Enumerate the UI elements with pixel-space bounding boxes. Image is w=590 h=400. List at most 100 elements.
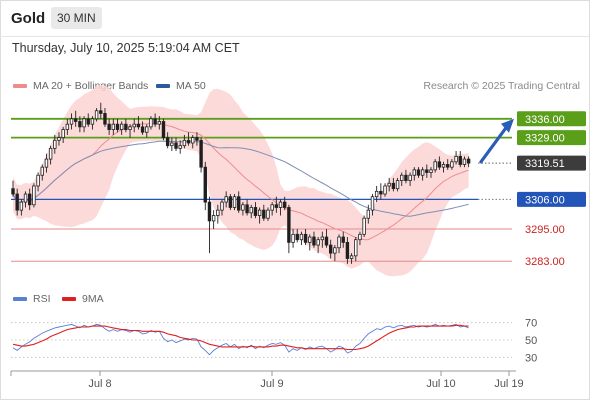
candle	[115, 118, 120, 133]
candle	[337, 234, 341, 254]
candle	[182, 134, 187, 149]
candle-body	[15, 193, 19, 211]
candle-body	[308, 236, 312, 243]
candle	[11, 180, 15, 197]
candle	[32, 183, 36, 208]
candle	[291, 228, 295, 248]
candle	[128, 124, 132, 138]
resistance-label-0: 3336.00	[525, 114, 565, 126]
candle-body	[282, 201, 287, 208]
candle-body	[44, 158, 49, 168]
candle-body	[370, 196, 375, 211]
candle	[341, 231, 345, 248]
candle-body	[107, 123, 111, 130]
forecast-arrow-head	[501, 118, 514, 133]
candle-body	[358, 233, 362, 241]
candle	[253, 202, 258, 219]
candle-body	[203, 166, 207, 203]
candle	[78, 116, 82, 133]
candle-body	[299, 233, 304, 241]
candle-body	[395, 180, 400, 190]
candle-body	[103, 113, 107, 125]
candle-body	[115, 123, 120, 130]
candle	[328, 239, 333, 259]
candle	[94, 108, 99, 122]
candle-body	[65, 123, 70, 130]
candle	[416, 167, 421, 178]
candle-body	[119, 123, 124, 130]
candle-body	[253, 207, 258, 216]
chart-datetime: Thursday, July 10, 2025 5:19:04 AM CET	[12, 41, 240, 55]
pivot-label: 3306.00	[525, 194, 565, 206]
candle-body	[316, 239, 320, 246]
candle	[466, 156, 471, 168]
candle	[446, 159, 450, 170]
candle	[429, 167, 433, 178]
candle	[36, 172, 40, 192]
candle	[249, 204, 253, 219]
x-tick-label: Jul 8	[88, 378, 111, 390]
candle	[420, 167, 425, 181]
candle	[274, 196, 279, 213]
legend-9ma: 9MA	[62, 293, 104, 305]
candle-body	[349, 255, 354, 259]
candle-body	[36, 174, 40, 187]
candle	[53, 134, 57, 154]
candle-body	[295, 233, 299, 241]
candle	[161, 118, 166, 141]
top-bar: Gold 30 MIN	[0, 0, 590, 37]
candle	[278, 199, 283, 216]
candle	[40, 164, 44, 181]
candle-body	[366, 209, 370, 219]
candle-body	[312, 236, 316, 246]
candle-body	[74, 118, 78, 122]
legend-ma50-label: MA 50	[176, 80, 206, 92]
candle	[157, 116, 161, 130]
x-tick-label: Jul 19	[494, 378, 523, 390]
candle	[107, 118, 111, 135]
candle	[366, 204, 370, 224]
candle	[433, 159, 437, 173]
candle	[262, 204, 266, 221]
candle	[308, 234, 312, 251]
candle	[400, 172, 404, 186]
moving-averages-layer	[12, 122, 469, 241]
candle	[395, 177, 400, 192]
candle	[199, 137, 203, 173]
candle-body	[379, 190, 383, 195]
candle-body	[454, 156, 458, 163]
candle-body	[462, 158, 467, 165]
candle-body	[61, 129, 65, 139]
candle-body	[90, 118, 95, 125]
candle-body	[99, 110, 103, 114]
candle-body	[32, 185, 36, 206]
candle-body	[374, 190, 379, 198]
candle-body	[23, 193, 28, 203]
candle-body	[111, 123, 116, 130]
candle-body	[266, 209, 270, 219]
candle	[86, 113, 90, 127]
candle-body	[420, 169, 425, 176]
candle-body	[437, 161, 442, 168]
candle	[69, 113, 74, 130]
candle-body	[274, 204, 279, 208]
candle-body	[257, 209, 262, 216]
candle	[140, 121, 145, 135]
candle	[28, 188, 32, 211]
candle-body	[324, 236, 329, 246]
candle	[74, 110, 78, 127]
candle-body	[303, 233, 308, 243]
candle-body	[220, 201, 224, 211]
timeframe-selector[interactable]: 30 MIN	[51, 7, 102, 29]
candle-body	[287, 207, 291, 243]
last-price-tag	[517, 155, 586, 171]
candle	[345, 237, 350, 264]
candle	[19, 199, 24, 216]
candle-body	[182, 139, 187, 147]
candle	[23, 191, 28, 208]
candle-body	[165, 137, 170, 147]
candle-body	[199, 139, 203, 168]
candle-body	[124, 123, 128, 130]
candle-body	[82, 118, 86, 128]
candle	[299, 231, 304, 246]
